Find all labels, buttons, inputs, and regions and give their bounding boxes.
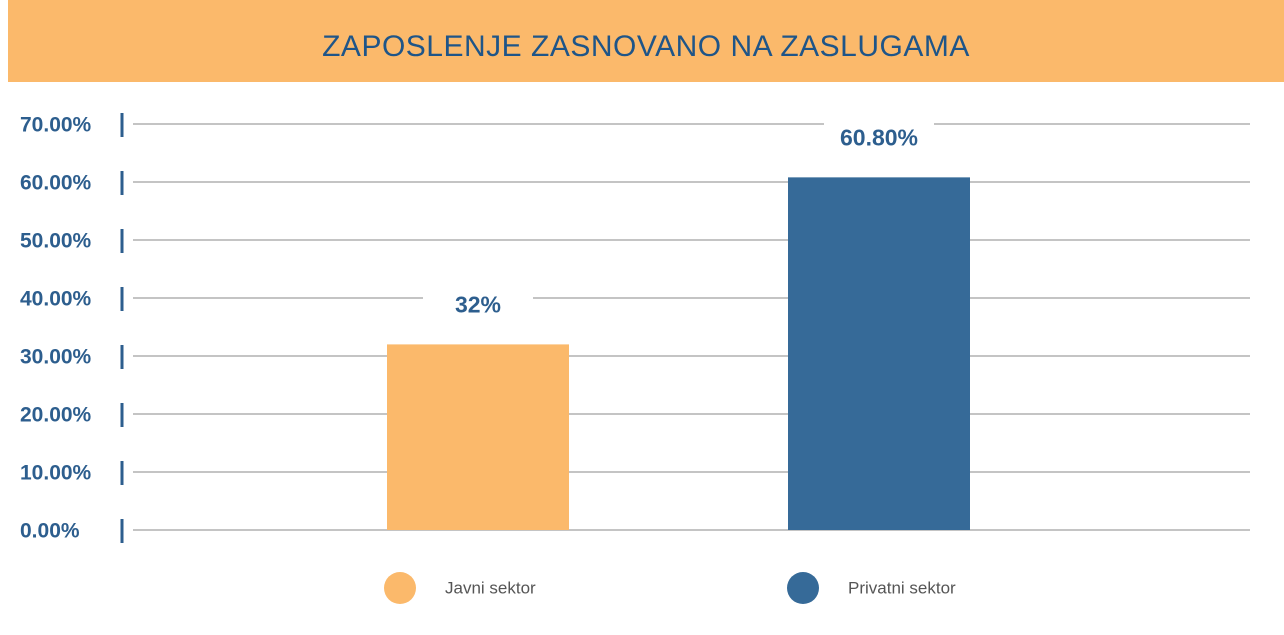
- chart-title: ZAPOSLENJE ZASNOVANO NA ZASLUGAMA: [322, 30, 970, 63]
- y-tick-label: 60.00%: [20, 172, 92, 195]
- y-tick-label: 10.00%: [20, 462, 92, 485]
- value-label-bg: [824, 123, 934, 156]
- legend-label: Javni sektor: [445, 578, 536, 597]
- bar: [788, 177, 970, 531]
- y-tick-label: 70.00%: [20, 114, 92, 137]
- legend-swatch: [384, 572, 416, 604]
- legend-label: Privatni sektor: [848, 578, 956, 597]
- y-tick-label: 20.00%: [20, 404, 92, 427]
- y-tick-label: 0.00%: [20, 520, 80, 543]
- bar: [387, 344, 569, 530]
- y-tick-label: 40.00%: [20, 288, 92, 311]
- value-label: 60.80%: [840, 124, 918, 150]
- value-label: 32%: [455, 291, 501, 317]
- legend-swatch: [787, 572, 819, 604]
- value-label-bg: [423, 290, 533, 323]
- title-band: [8, 0, 1284, 82]
- y-tick-label: 30.00%: [20, 346, 92, 369]
- y-tick-label: 50.00%: [20, 230, 92, 253]
